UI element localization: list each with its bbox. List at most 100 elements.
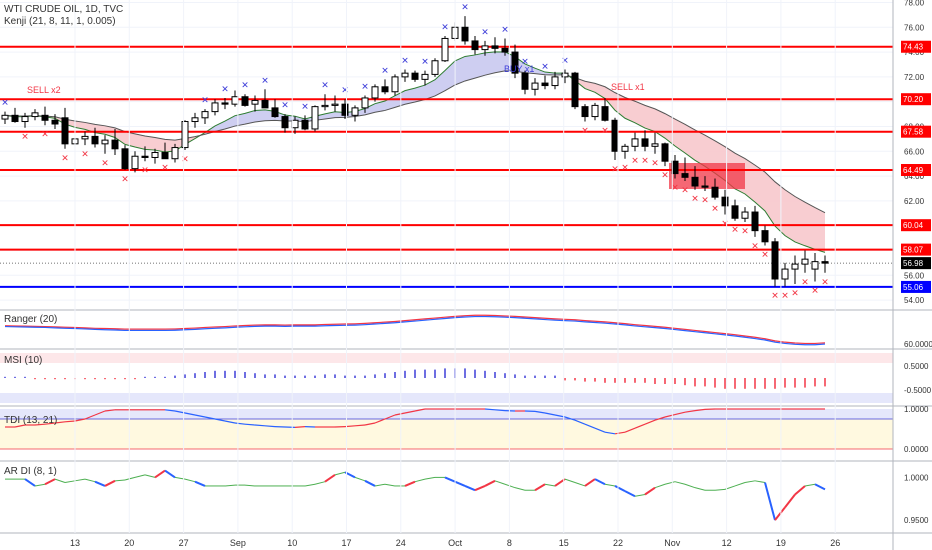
sell-marker: ✕ — [41, 129, 49, 139]
ardi-line-segment — [304, 483, 316, 487]
trend-cloud-segment — [525, 63, 535, 74]
ardi-line-segment — [774, 506, 786, 521]
tdi-line-segment — [694, 408, 706, 412]
ranger-pane-title: Ranger (20) — [4, 314, 58, 325]
candle-body — [171, 147, 179, 160]
candle-body — [311, 106, 319, 130]
trend-cloud-segment — [755, 165, 765, 211]
level-price-label: 64.49 — [903, 166, 924, 175]
ardi-line-segment — [34, 483, 46, 487]
sell-marker: ✕ — [101, 158, 109, 168]
trend-cloud-segment — [815, 207, 825, 253]
candle-body — [521, 72, 529, 90]
candle-body — [491, 45, 499, 49]
tdi-line-segment — [14, 424, 26, 428]
ardi-line-segment — [404, 480, 416, 487]
candle-body — [391, 76, 399, 93]
sell-marker: ✕ — [161, 163, 169, 173]
sell-marker: ✕ — [791, 288, 799, 298]
ardi-line-segment — [464, 485, 476, 492]
buy-marker: ✕ — [481, 27, 489, 37]
candle-body — [791, 263, 799, 270]
candle-body — [681, 173, 689, 178]
candle-body — [821, 261, 829, 264]
x-tick-label: 13 — [70, 538, 80, 548]
buy-marker: ✕ — [441, 22, 449, 32]
candle-body — [161, 152, 169, 160]
candle-body — [751, 211, 759, 232]
trend-cloud-segment — [695, 129, 705, 167]
buy-marker: ✕ — [561, 55, 569, 65]
candle-body — [301, 119, 309, 130]
candle-body — [811, 261, 819, 270]
level-price-label: 70.20 — [903, 95, 924, 104]
sell-marker: ✕ — [621, 163, 629, 173]
x-tick-label: 26 — [830, 538, 840, 548]
candle-body — [541, 82, 549, 87]
y-tick-label: 56.00 — [904, 271, 925, 280]
buy-marker: ✕ — [401, 55, 409, 65]
tdi-line-segment — [354, 424, 366, 427]
level-price-tag — [901, 280, 931, 293]
tdi-line-segment — [684, 410, 696, 413]
level-price-label: 67.58 — [903, 128, 924, 137]
candle-body — [461, 26, 469, 42]
ardi-line-segment — [504, 483, 516, 489]
trend-cloud-segment — [155, 137, 165, 152]
candle-body — [731, 205, 739, 219]
candle-body — [281, 116, 289, 129]
signal-buy-x1: BUY x1 — [504, 64, 535, 74]
tdi-line-segment — [104, 409, 116, 412]
sell-marker: ✕ — [141, 165, 149, 175]
candle-body — [611, 119, 619, 152]
trend-cloud-segment — [635, 101, 645, 129]
tdi-line-segment — [594, 427, 606, 433]
candle-body — [721, 196, 729, 207]
y-tick-label: 66.00 — [904, 147, 925, 156]
candle-body — [61, 117, 69, 145]
tdi-line-segment — [254, 424, 266, 427]
sell-marker: ✕ — [701, 195, 709, 205]
ardi-line-segment — [794, 485, 806, 496]
ardi-line-segment — [784, 493, 796, 508]
candle-body — [801, 258, 809, 265]
ardi-line-segment — [514, 487, 526, 491]
ardi-line-segment — [734, 482, 746, 487]
tdi-line-segment — [44, 422, 56, 425]
trend-cloud-segment — [675, 119, 685, 153]
sell-marker: ✕ — [601, 126, 609, 136]
fast-average-line — [4, 51, 826, 253]
trend-cloud-segment — [765, 172, 775, 227]
sell-marker: ✕ — [811, 285, 819, 295]
ardi-line-segment — [184, 478, 196, 483]
ardi-line-segment — [494, 480, 506, 485]
tdi-line-segment — [634, 423, 646, 429]
sell-marker: ✕ — [81, 149, 89, 159]
level-price-label: 55.06 — [903, 283, 924, 292]
tdi-line-segment — [654, 416, 666, 421]
candle-body — [361, 97, 369, 109]
sell-marker: ✕ — [641, 155, 649, 165]
ardi-line-segment — [594, 478, 606, 486]
ardi-line-segment — [364, 479, 376, 487]
sell-marker: ✕ — [691, 194, 699, 204]
sell-marker: ✕ — [661, 170, 669, 180]
buy-marker: ✕ — [301, 101, 309, 111]
buy-marker: ✕ — [321, 80, 329, 90]
tdi-line-segment — [244, 423, 256, 426]
candle-body — [431, 60, 439, 75]
tdi-line-segment — [294, 426, 306, 428]
sell-marker: ✕ — [21, 132, 29, 142]
y-tick-label: 78.00 — [904, 0, 925, 7]
sell-marker: ✕ — [61, 153, 69, 163]
candle-body — [241, 96, 249, 106]
candle-body — [291, 119, 299, 129]
ardi-line-segment — [84, 478, 96, 483]
trend-cloud-segment — [365, 103, 375, 115]
tdi-line-segment — [74, 418, 86, 422]
candle-body — [421, 73, 429, 80]
buy-marker: ✕ — [461, 2, 469, 12]
ardi-line-segment — [764, 482, 776, 521]
